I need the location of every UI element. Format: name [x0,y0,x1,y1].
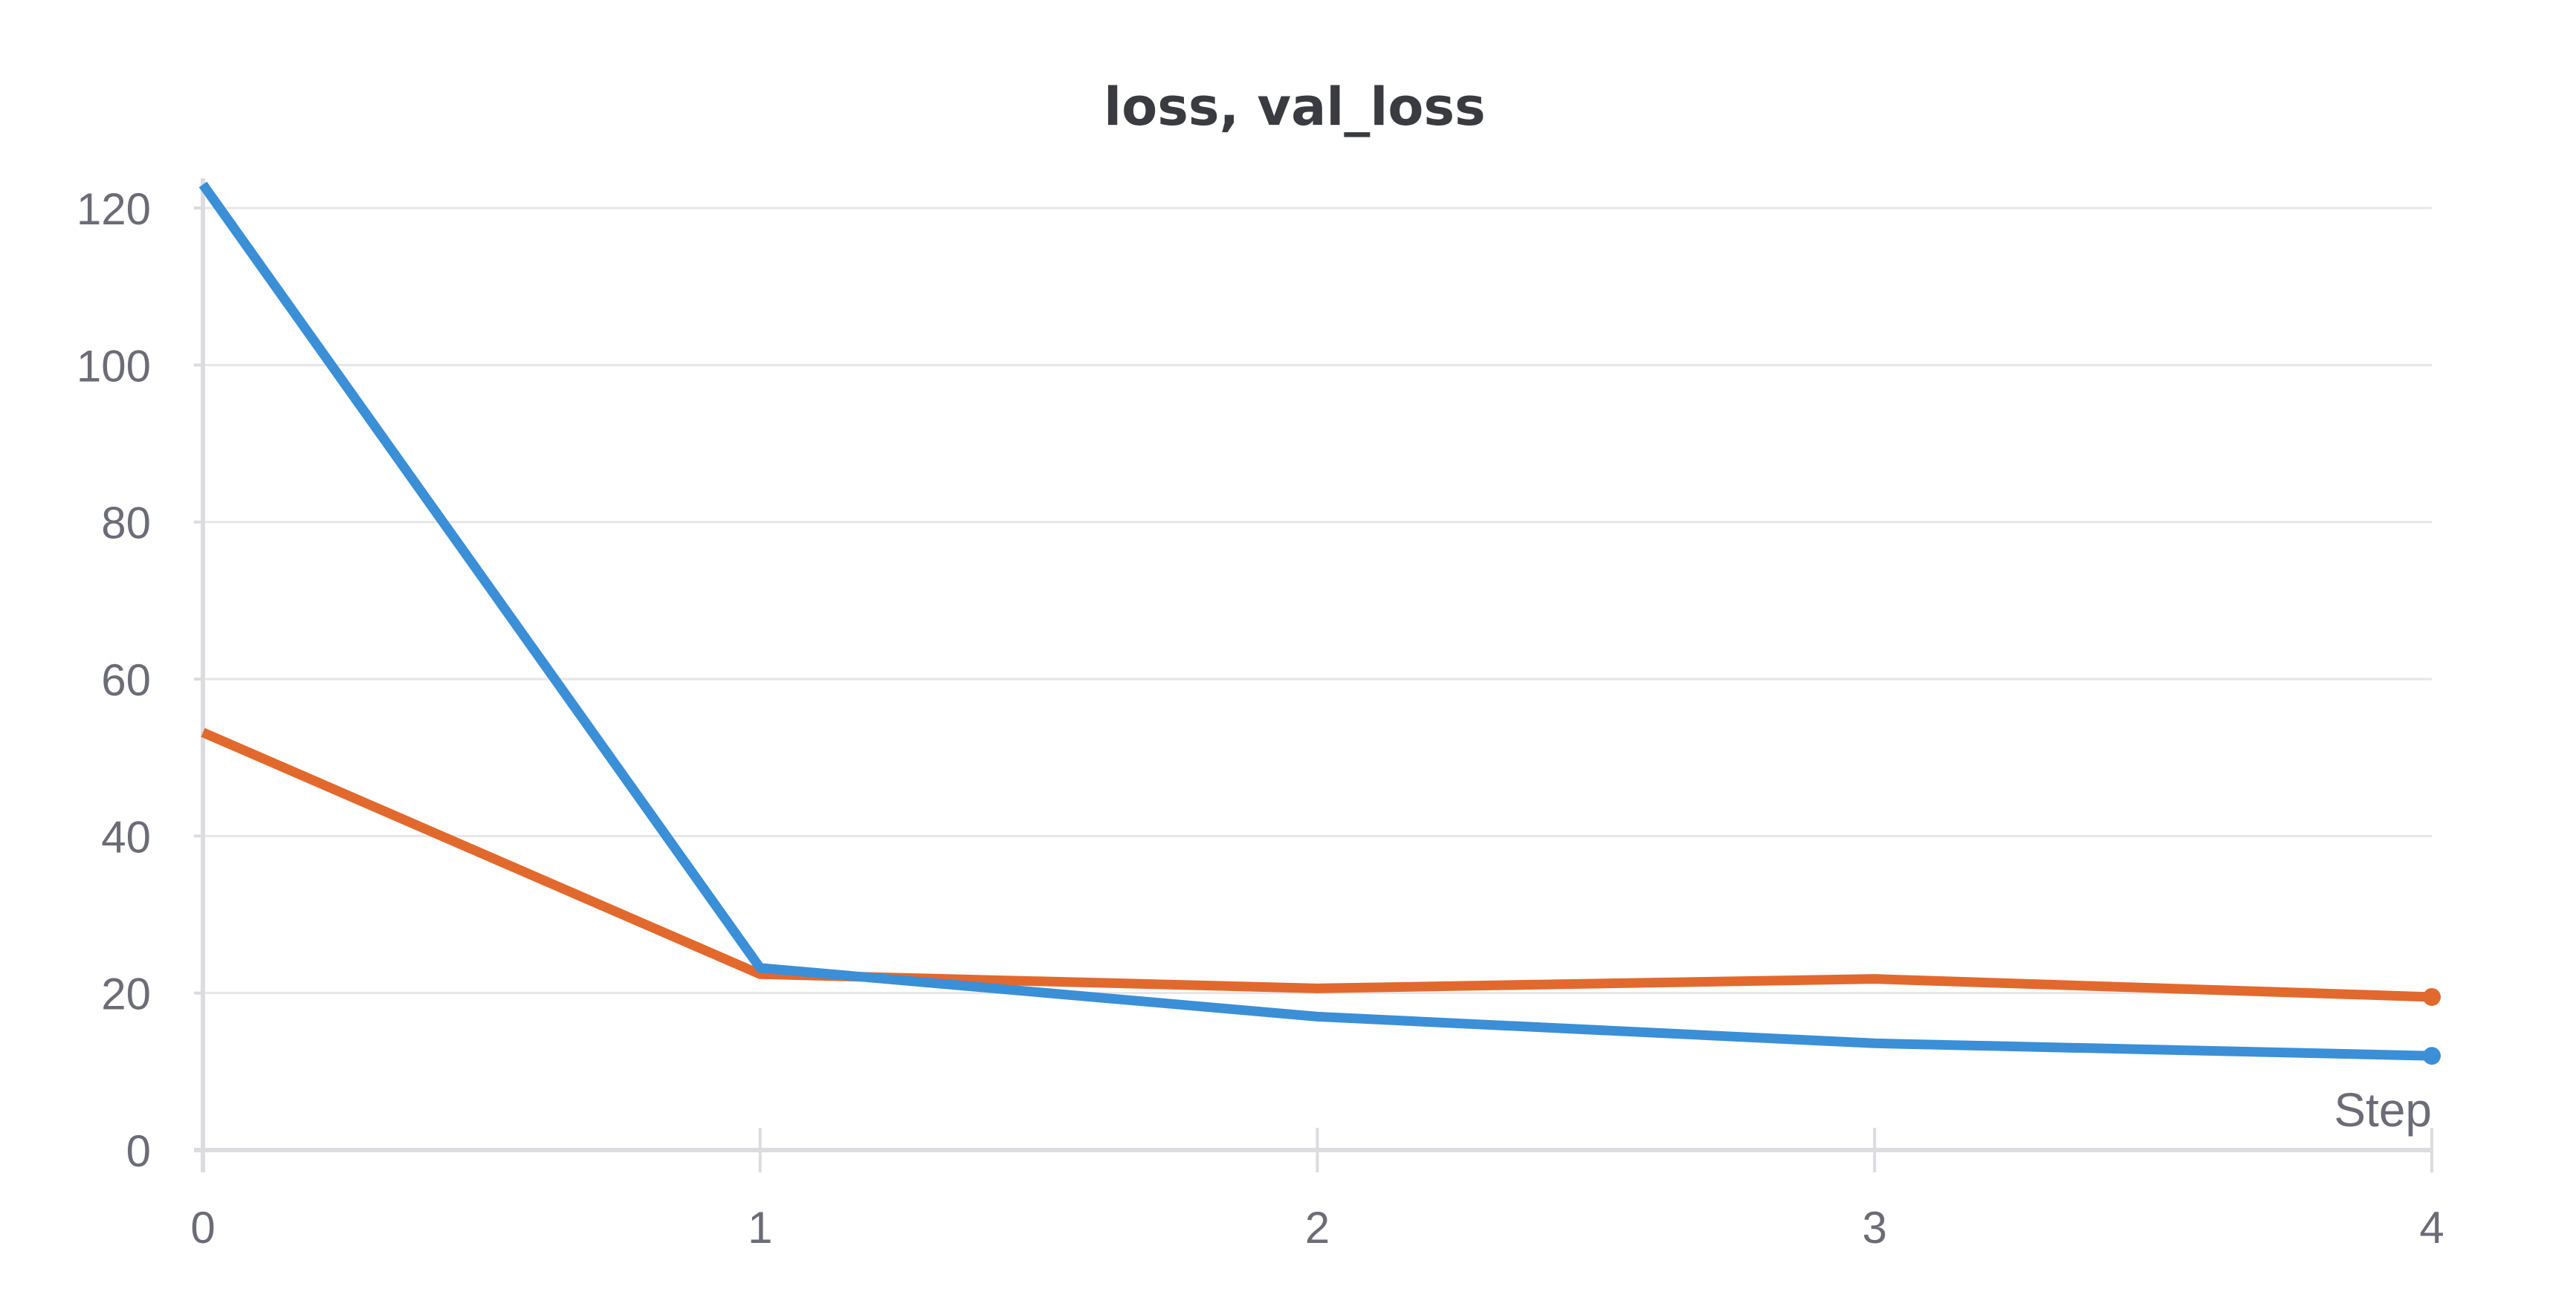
series-line-1 [201,727,2433,1002]
y-tick-label: 60 [101,655,151,705]
y-tick-label: 20 [101,970,151,1019]
y-tick-label: 0 [126,1126,151,1176]
y-tick-label: 120 [77,184,151,234]
x-tick-label: 3 [1863,1203,1887,1253]
x-tick-label: 0 [190,1203,215,1253]
y-tick-label: 100 [77,341,151,391]
gridlines [203,207,2432,995]
x-tick-label: 2 [1305,1203,1330,1253]
axes [194,178,2433,1172]
y-tick-label: 80 [101,499,151,548]
series-end-point-0 [2423,1047,2441,1065]
y-tick-label: 40 [101,812,151,862]
x-tick-label: 4 [2419,1203,2444,1253]
series-layer [198,181,2441,1065]
x-axis-title: Step [2334,1083,2432,1137]
chart-title: loss, val_loss [1104,77,1486,137]
series-end-point-1 [2423,987,2441,1006]
series-line-0 [198,181,2433,1061]
tick-labels: 0 20 40 60 80 100 120 0 1 2 3 4 [77,184,2444,1253]
x-tick-label: 1 [748,1203,772,1253]
